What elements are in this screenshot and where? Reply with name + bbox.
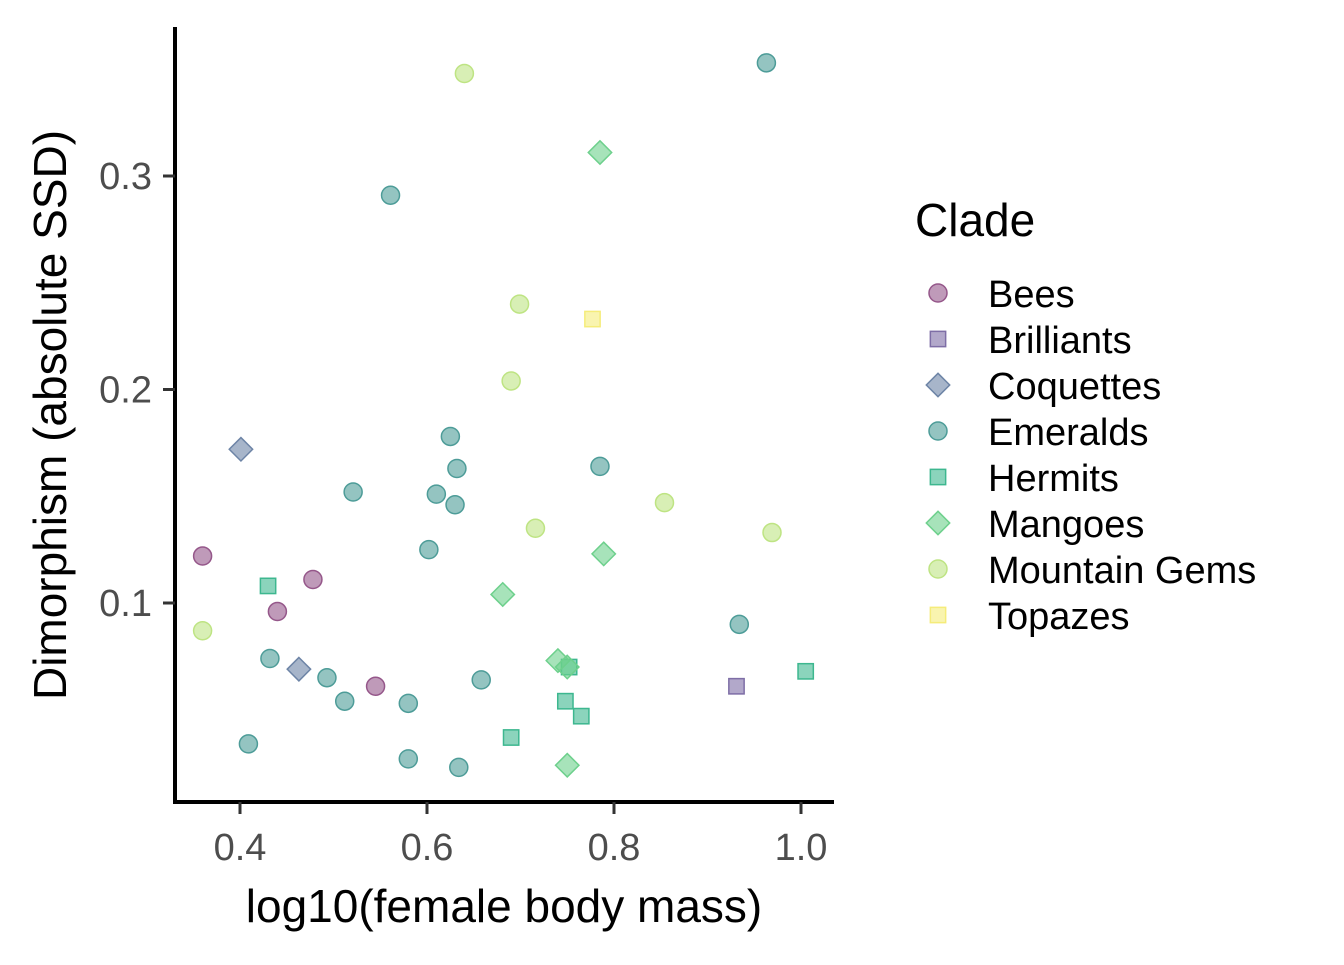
data-point-mountain-gems <box>454 63 475 84</box>
legend-label: Topazes <box>988 596 1130 638</box>
data-point-emeralds <box>426 484 447 504</box>
x-tick-label: 0.4 <box>214 827 267 869</box>
data-point-brilliants <box>728 677 745 695</box>
legend-item-emeralds: Emeralds <box>928 412 1149 454</box>
x-axis-label: log10(female body mass) <box>246 880 762 932</box>
data-point-mountain-gems <box>654 492 675 513</box>
data-point-mangoes <box>587 139 613 166</box>
legend-label: Brilliants <box>988 320 1132 362</box>
data-point-emeralds <box>238 734 259 754</box>
legend-item-mountain-gems: Mountain Gems <box>928 550 1256 592</box>
legend-key-diamond <box>925 372 951 398</box>
legend-label: Mangoes <box>988 504 1144 546</box>
legend-item-bees: Bees <box>928 274 1075 316</box>
legend-item-hermits: Hermits <box>929 458 1119 500</box>
data-point-emeralds <box>260 648 280 669</box>
data-point-bees <box>192 546 213 566</box>
legend-item-coquettes: Coquettes <box>925 366 1161 408</box>
data-point-emeralds <box>334 691 355 711</box>
data-point-emeralds <box>398 749 419 769</box>
legend-item-topazes: Topazes <box>929 596 1130 638</box>
y-tick-label: 0.3 <box>99 156 152 198</box>
x-tick-label: 1.0 <box>775 827 828 869</box>
axes-layer <box>173 27 834 804</box>
legend-key-diamond <box>925 510 951 536</box>
x-tick-label: 0.8 <box>588 827 641 869</box>
data-point-emeralds <box>590 456 610 477</box>
legend-key-circle <box>928 283 948 303</box>
data-point-emeralds <box>447 458 467 479</box>
data-point-emeralds <box>449 757 469 778</box>
data-point-emeralds <box>419 539 439 560</box>
data-point-mangoes <box>554 752 581 779</box>
legend-key-circle <box>928 421 948 441</box>
data-point-emeralds <box>317 667 337 688</box>
y-tick-label: 0.1 <box>99 583 152 625</box>
data-point-emeralds <box>729 614 750 635</box>
ticks-layer: 0.4 0.6 0.8 1.0 0.1 0.2 0.3 <box>99 156 827 869</box>
data-point-mountain-gems <box>525 518 546 539</box>
data-point-bees <box>303 569 323 590</box>
data-point-mountain-gems <box>762 522 782 543</box>
legend-label: Hermits <box>988 458 1119 500</box>
legend-title: Clade <box>915 194 1035 246</box>
legend-label: Coquettes <box>988 366 1161 408</box>
legend-key-square <box>929 468 947 486</box>
data-point-bees <box>365 676 386 697</box>
data-point-hermits <box>502 729 520 746</box>
legend-item-mangoes: Mangoes <box>925 504 1144 546</box>
data-point-mangoes <box>590 541 617 567</box>
y-axis-label: Dimorphism (absolute SSD) <box>24 130 76 700</box>
legend-items: BeesBrilliantsCoquettesEmeraldsHermitsMa… <box>925 274 1256 638</box>
data-point-mangoes <box>554 654 581 680</box>
data-point-emeralds <box>471 670 491 690</box>
data-point-bees <box>267 601 288 622</box>
data-point-mountain-gems <box>509 294 530 314</box>
marks-layer <box>192 53 815 779</box>
data-point-hermits <box>797 662 815 680</box>
data-point-emeralds <box>440 426 461 447</box>
data-point-emeralds <box>398 693 419 714</box>
data-point-hermits <box>572 707 590 725</box>
data-point-emeralds <box>380 185 401 205</box>
data-point-coquettes <box>286 656 312 682</box>
data-point-hermits <box>556 692 574 710</box>
legend-item-brilliants: Brilliants <box>929 320 1132 362</box>
legend-key-square <box>929 606 947 624</box>
data-point-mangoes <box>489 581 516 608</box>
data-point-mountain-gems <box>192 621 213 641</box>
legend-label: Emeralds <box>988 412 1149 454</box>
data-point-emeralds <box>445 495 465 515</box>
legend-key-circle <box>928 559 948 579</box>
data-point-coquettes <box>228 436 254 463</box>
y-tick-label: 0.2 <box>99 370 152 412</box>
data-point-mountain-gems <box>501 371 521 391</box>
legend: Clade BeesBrilliantsCoquettesEmeraldsHer… <box>915 194 1256 638</box>
x-tick-label: 0.6 <box>401 827 454 869</box>
legend-key-square <box>929 330 947 348</box>
legend-label: Bees <box>988 274 1075 316</box>
legend-label: Mountain Gems <box>988 550 1256 592</box>
data-point-hermits <box>259 577 277 595</box>
data-point-emeralds <box>343 482 363 502</box>
data-point-emeralds <box>756 53 777 73</box>
data-point-topazes <box>584 310 601 328</box>
